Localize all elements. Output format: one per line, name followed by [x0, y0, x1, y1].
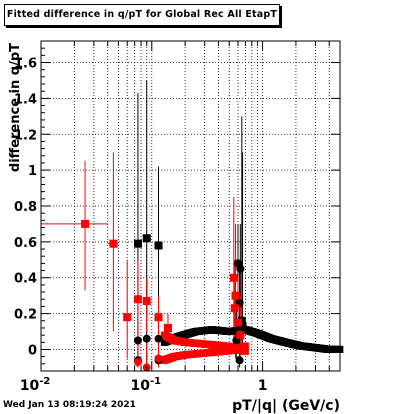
y-tick-label: 0	[28, 343, 37, 358]
square-marker	[233, 318, 242, 327]
square-marker	[230, 304, 239, 313]
square-marker	[236, 331, 245, 340]
square-marker	[163, 323, 172, 332]
square-marker	[231, 291, 240, 300]
square-marker	[133, 295, 142, 304]
square-marker	[154, 313, 163, 322]
circle-marker	[133, 358, 142, 367]
square-marker	[229, 273, 238, 282]
square-marker	[238, 322, 247, 331]
band-marker	[241, 347, 249, 355]
square-marker	[81, 219, 90, 228]
band-marker	[241, 342, 249, 350]
square-marker	[109, 239, 118, 248]
square-marker	[142, 234, 151, 243]
x-axis-title: pT/|q| (GeV/c)	[232, 398, 340, 414]
square-marker	[142, 297, 151, 306]
circle-marker	[142, 334, 151, 343]
circle-marker	[235, 356, 244, 365]
x-tick-label: 10-1	[130, 376, 161, 394]
y-tick-label: 0.6	[14, 236, 37, 251]
x-tick-label: 1	[258, 378, 268, 394]
y-tick-label: 0.2	[14, 308, 37, 323]
plot-area	[41, 41, 340, 371]
tick-labels: 0 0.2 0.4 0.6 0.8 1 1.2 1.4 1.6 10-2 10-1 1	[14, 57, 267, 394]
y-tick-label: 1	[28, 164, 37, 179]
y-tick-label: 1.4	[14, 92, 37, 107]
square-marker	[133, 239, 142, 248]
circle-marker	[154, 334, 163, 343]
square-marker	[123, 313, 132, 322]
axis-ticks	[40, 41, 341, 371]
circle-marker	[154, 354, 163, 363]
y-tick-label: 1.2	[14, 128, 37, 143]
y-tick-label: 0.8	[14, 200, 37, 215]
circle-marker	[236, 264, 245, 273]
y-tick-label: 1.6	[14, 57, 37, 72]
circle-marker	[133, 336, 142, 345]
title-box: Fitted difference in q/pT for Global Rec…	[4, 4, 280, 26]
square-marker	[154, 241, 163, 250]
y-tick-label: 0.4	[14, 272, 37, 287]
chart-title: Fitted difference in q/pT for Global Rec…	[6, 9, 278, 20]
timestamp: Wed Jan 13 08:19:24 2021	[3, 400, 136, 410]
y-axis-title: difference in q/pT	[8, 43, 23, 172]
x-tick-label: 10-2	[20, 376, 51, 394]
